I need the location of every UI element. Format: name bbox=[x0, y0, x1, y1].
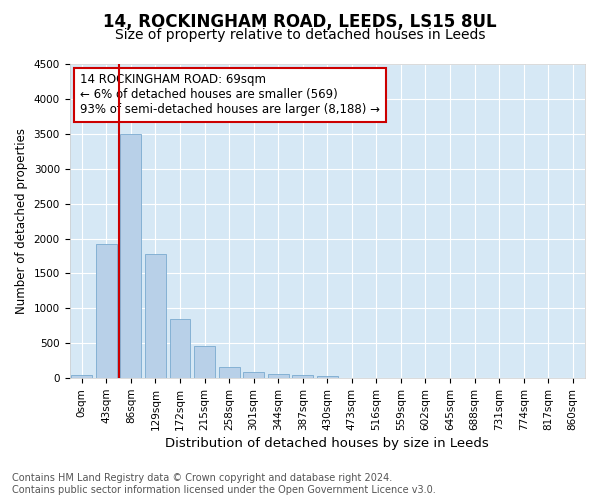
Bar bbox=[71, 376, 92, 378]
Text: Size of property relative to detached houses in Leeds: Size of property relative to detached ho… bbox=[115, 28, 485, 42]
Text: 14, ROCKINGHAM ROAD, LEEDS, LS15 8UL: 14, ROCKINGHAM ROAD, LEEDS, LS15 8UL bbox=[103, 12, 497, 30]
Bar bbox=[121, 134, 142, 378]
Bar bbox=[317, 376, 338, 378]
Bar bbox=[96, 244, 117, 378]
Y-axis label: Number of detached properties: Number of detached properties bbox=[15, 128, 28, 314]
Bar bbox=[145, 254, 166, 378]
Bar bbox=[194, 346, 215, 378]
Bar bbox=[218, 366, 239, 378]
Text: Contains HM Land Registry data © Crown copyright and database right 2024.
Contai: Contains HM Land Registry data © Crown c… bbox=[12, 474, 436, 495]
Bar bbox=[268, 374, 289, 378]
Bar bbox=[243, 372, 264, 378]
Bar bbox=[292, 374, 313, 378]
X-axis label: Distribution of detached houses by size in Leeds: Distribution of detached houses by size … bbox=[166, 437, 489, 450]
Bar bbox=[170, 319, 190, 378]
Text: 14 ROCKINGHAM ROAD: 69sqm
← 6% of detached houses are smaller (569)
93% of semi-: 14 ROCKINGHAM ROAD: 69sqm ← 6% of detach… bbox=[80, 74, 380, 116]
